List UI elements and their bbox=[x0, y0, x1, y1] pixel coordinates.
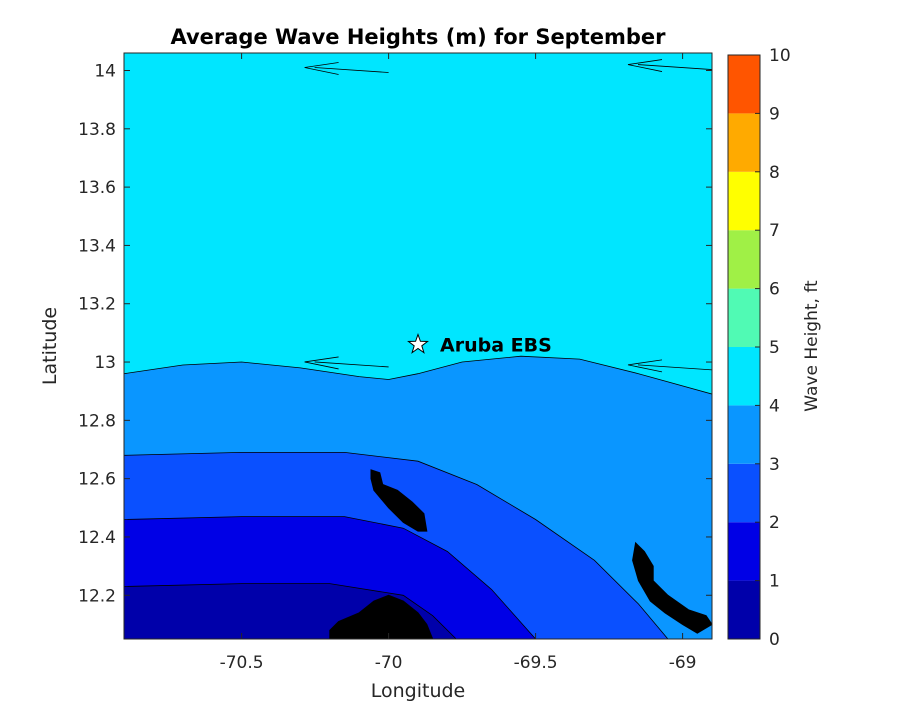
colorbar-tick-label: 7 bbox=[769, 221, 780, 241]
x-tick-label: -69 bbox=[669, 653, 697, 673]
contour-line-2 bbox=[124, 516, 536, 639]
colorbar-tick-label: 9 bbox=[769, 104, 780, 124]
colorbar-tick-label: 0 bbox=[769, 630, 780, 650]
colorbar-segment bbox=[728, 580, 760, 639]
wind-arrow bbox=[304, 62, 389, 75]
wind-arrow bbox=[627, 59, 712, 72]
colorbar-tick-label: 2 bbox=[769, 513, 780, 533]
y-tick-label: 13.6 bbox=[78, 178, 116, 198]
colorbar-tick-label: 6 bbox=[769, 280, 780, 300]
colorbar-segment bbox=[728, 230, 760, 289]
y-tick-label: 12.2 bbox=[78, 586, 116, 606]
y-tick-label: 13 bbox=[94, 353, 116, 373]
colorbar-tick-label: 5 bbox=[769, 338, 780, 358]
y-tick-label: 13.4 bbox=[78, 236, 116, 256]
plot-frame bbox=[123, 52, 713, 640]
colorbar-tick-label: 10 bbox=[769, 46, 791, 66]
colorbar-segment bbox=[728, 405, 760, 464]
y-tick-label: 12.6 bbox=[78, 470, 116, 490]
colorbar-tick-label: 3 bbox=[769, 455, 780, 475]
land-curacao bbox=[632, 541, 712, 634]
x-tick-label: -69.5 bbox=[514, 653, 558, 673]
land-venezuela-coast bbox=[329, 594, 434, 639]
colorbar-tick-label: 8 bbox=[769, 163, 780, 183]
colorbar-segment bbox=[728, 113, 760, 172]
wind-arrow bbox=[304, 356, 389, 370]
colorbar-segment bbox=[728, 463, 760, 523]
plot-area: Aruba EBS bbox=[124, 53, 712, 639]
y-axis-label: Latitude bbox=[39, 307, 61, 385]
colorbar-segment bbox=[728, 347, 760, 406]
axes: -70.5 -70 -69.5 -69 12.2 12.4 12.6 12.8 13 13.2 13… bbox=[78, 52, 713, 673]
x-tick-label: -70.5 bbox=[220, 653, 264, 673]
colorbar-segment bbox=[728, 55, 760, 114]
chart-title: Average Wave Heights (m) for September bbox=[170, 25, 666, 49]
y-tick-label: 14 bbox=[94, 61, 116, 81]
contour-line-1 bbox=[124, 583, 457, 639]
station-star-icon bbox=[407, 332, 429, 354]
colorbar-label: Wave Height, ft bbox=[802, 280, 822, 412]
colorbar-tick-label: 1 bbox=[769, 572, 780, 592]
x-axis-label: Longitude bbox=[371, 680, 466, 702]
wind-arrow bbox=[627, 359, 712, 373]
colorbar: 0 1 2 3 4 5 6 7 8 9 10 bbox=[727, 46, 791, 650]
y-tick-label: 13.2 bbox=[78, 295, 116, 315]
y-tick-label: 13.8 bbox=[78, 120, 116, 140]
land-aruba bbox=[370, 469, 428, 532]
contour-line-3 bbox=[124, 452, 669, 639]
colorbar-tick-label: 4 bbox=[769, 396, 780, 416]
y-tick-label: 12.4 bbox=[78, 528, 116, 548]
y-tick-label: 12.8 bbox=[78, 411, 116, 431]
x-tick-label: -70 bbox=[375, 653, 403, 673]
station-label: Aruba EBS bbox=[440, 335, 552, 357]
contour-line-4 bbox=[124, 355, 712, 395]
colorbar-segment bbox=[728, 522, 760, 581]
colorbar-segment bbox=[728, 171, 760, 231]
colorbar-segment bbox=[728, 288, 760, 347]
